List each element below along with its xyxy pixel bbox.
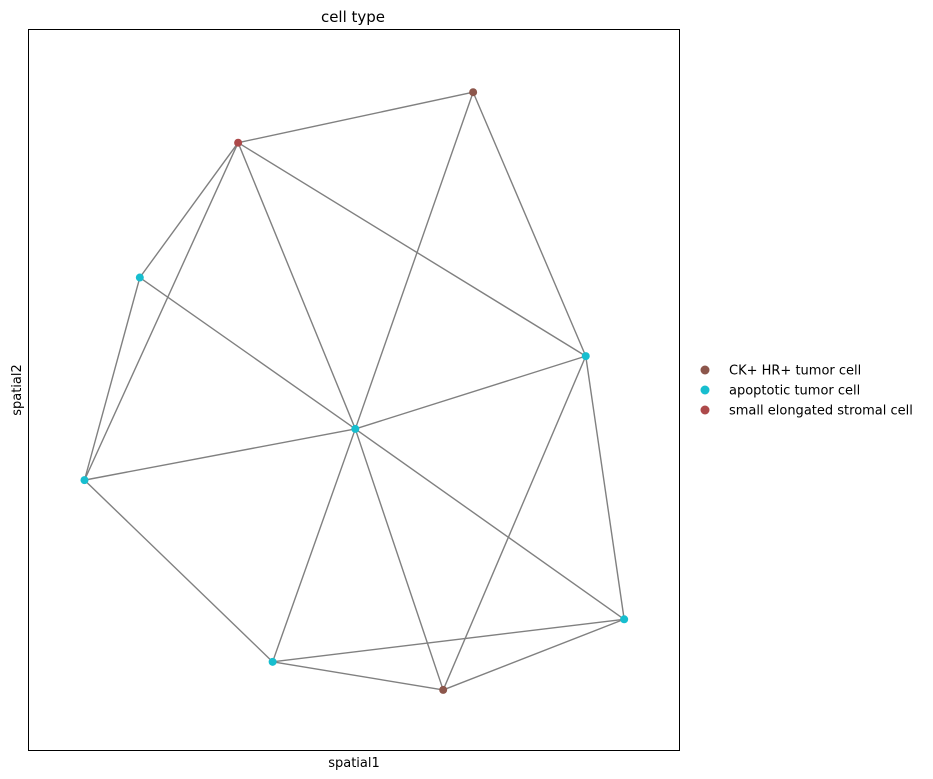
data-point-0 — [469, 88, 478, 97]
data-point-7 — [268, 657, 277, 666]
graph-edge-9 — [355, 355, 586, 430]
legend-label-1: apoptotic tumor cell — [729, 384, 860, 399]
graph-edge-6 — [237, 142, 587, 357]
graph-edge-12 — [84, 428, 356, 481]
legend-label-0: CK+ HR+ tumor cell — [729, 364, 861, 379]
graph-edge-8 — [139, 276, 356, 430]
points-layer — [80, 88, 629, 694]
data-point-8 — [439, 685, 448, 694]
graph-edge-15 — [354, 428, 444, 691]
graph-edge-17 — [272, 618, 625, 663]
edges-layer — [83, 91, 625, 691]
legend-marker-2 — [700, 405, 710, 415]
plot-frame — [28, 29, 680, 751]
y-axis-label: spatial2 — [10, 364, 25, 416]
legend-marker-1 — [700, 385, 710, 395]
graph-edge-19 — [272, 661, 444, 691]
graph-edge-13 — [354, 428, 625, 620]
graph-edge-10 — [585, 356, 625, 620]
graph-edge-5 — [83, 142, 239, 481]
graph-edge-0 — [237, 91, 474, 144]
graph-edge-18 — [442, 618, 625, 691]
graph-edge-1 — [472, 91, 587, 357]
data-point-1 — [234, 138, 243, 147]
graph-edge-4 — [237, 142, 356, 430]
x-axis-label: spatial1 — [328, 756, 380, 771]
graph-edge-3 — [139, 142, 239, 278]
graph-edge-7 — [83, 277, 141, 481]
data-point-6 — [620, 615, 629, 624]
graph-edge-2 — [354, 91, 474, 430]
data-point-4 — [351, 424, 360, 433]
graph-edge-16 — [83, 479, 274, 663]
data-point-5 — [80, 476, 89, 485]
graph-edge-11 — [442, 355, 587, 691]
legend-label-2: small elongated stromal cell — [729, 404, 913, 419]
chart-title: cell type — [321, 8, 385, 26]
data-point-2 — [135, 273, 144, 282]
graph-edge-14 — [271, 428, 356, 663]
legend-marker-0 — [700, 365, 710, 375]
legend: CK+ HR+ tumor cell apoptotic tumor cell sm… — [700, 364, 913, 419]
data-point-3 — [581, 352, 590, 361]
